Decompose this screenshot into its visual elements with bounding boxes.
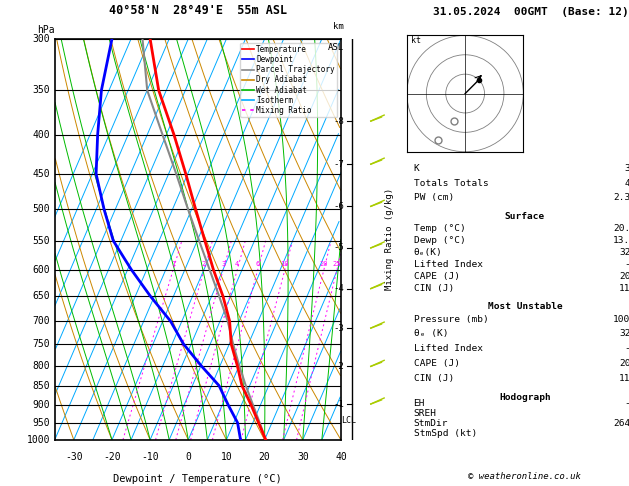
Text: 2.38: 2.38 [613, 193, 629, 202]
Text: -5: -5 [333, 243, 344, 252]
Text: Lifted Index: Lifted Index [413, 260, 482, 269]
Text: -3: -3 [333, 324, 344, 332]
Text: -2: -2 [333, 362, 344, 371]
Text: kt: kt [411, 36, 421, 45]
Text: 321: 321 [619, 248, 629, 257]
Text: 112: 112 [619, 284, 629, 293]
Text: CIN (J): CIN (J) [413, 284, 454, 293]
Text: Most Unstable: Most Unstable [487, 302, 562, 311]
Text: 850: 850 [33, 381, 50, 391]
Text: 550: 550 [33, 236, 50, 246]
Text: -8: -8 [333, 117, 344, 125]
Text: -4: -4 [333, 284, 344, 293]
Text: -7: -7 [333, 159, 344, 169]
Text: 10: 10 [221, 452, 232, 462]
Text: 2: 2 [202, 260, 206, 266]
Text: 650: 650 [33, 292, 50, 301]
Text: 500: 500 [33, 204, 50, 214]
Text: 20: 20 [259, 452, 270, 462]
Text: K: K [413, 164, 420, 173]
Text: -30: -30 [65, 452, 82, 462]
Text: StmSpd (kt): StmSpd (kt) [413, 429, 477, 438]
Text: 20: 20 [320, 260, 328, 266]
Text: 3: 3 [221, 260, 225, 266]
Text: 350: 350 [33, 85, 50, 95]
Text: 600: 600 [33, 265, 50, 275]
Text: 25: 25 [333, 260, 341, 266]
Legend: Temperature, Dewpoint, Parcel Trajectory, Dry Adiabat, Wet Adiabat, Isotherm, Mi: Temperature, Dewpoint, Parcel Trajectory… [240, 43, 337, 117]
Text: StmDir: StmDir [413, 419, 448, 428]
Text: 200: 200 [619, 272, 629, 281]
Text: θₑ (K): θₑ (K) [413, 330, 448, 338]
Text: 20.3: 20.3 [613, 224, 629, 233]
Text: -0: -0 [625, 260, 629, 269]
Text: -2: -2 [625, 399, 629, 409]
Text: km: km [333, 22, 344, 31]
Text: 1000: 1000 [27, 435, 50, 445]
Text: EH: EH [413, 399, 425, 409]
Text: PW (cm): PW (cm) [413, 193, 454, 202]
Text: 30: 30 [625, 164, 629, 173]
Text: 48: 48 [625, 179, 629, 188]
Text: 112: 112 [619, 374, 629, 382]
Text: CIN (J): CIN (J) [413, 374, 454, 382]
Text: 900: 900 [33, 400, 50, 410]
Text: Pressure (mb): Pressure (mb) [413, 314, 488, 324]
Text: 450: 450 [33, 169, 50, 179]
Text: 0: 0 [186, 452, 191, 462]
Text: θₑ(K): θₑ(K) [413, 248, 442, 257]
Text: 40: 40 [335, 452, 347, 462]
Text: Mixing Ratio (g/kg): Mixing Ratio (g/kg) [385, 188, 394, 291]
Text: -10: -10 [142, 452, 159, 462]
Text: 750: 750 [33, 339, 50, 349]
Text: 264°: 264° [613, 419, 629, 428]
Text: Lifted Index: Lifted Index [413, 344, 482, 353]
Text: 1: 1 [171, 260, 175, 266]
Text: 400: 400 [33, 130, 50, 139]
Text: © weatheronline.co.uk: © weatheronline.co.uk [469, 472, 581, 481]
Text: 800: 800 [33, 361, 50, 370]
Text: Dewpoint / Temperature (°C): Dewpoint / Temperature (°C) [113, 474, 282, 484]
Text: hPa: hPa [38, 25, 55, 35]
Text: Temp (°C): Temp (°C) [413, 224, 465, 233]
Text: ASL: ASL [328, 43, 344, 52]
Text: 6: 6 [255, 260, 260, 266]
Text: Dewp (°C): Dewp (°C) [413, 236, 465, 245]
Text: 30: 30 [297, 452, 309, 462]
Text: 13.7: 13.7 [613, 236, 629, 245]
Text: Surface: Surface [505, 212, 545, 221]
Text: LCL: LCL [342, 416, 357, 425]
Text: 950: 950 [33, 418, 50, 428]
Text: 10: 10 [281, 260, 289, 266]
Text: 31.05.2024  00GMT  (Base: 12): 31.05.2024 00GMT (Base: 12) [433, 7, 629, 17]
Text: CAPE (J): CAPE (J) [413, 359, 460, 368]
Text: Hodograph: Hodograph [499, 393, 551, 402]
Text: 4: 4 [235, 260, 240, 266]
Text: 321: 321 [619, 330, 629, 338]
Text: 40°58'N  28°49'E  55m ASL: 40°58'N 28°49'E 55m ASL [109, 4, 287, 17]
Text: SREH: SREH [413, 409, 437, 418]
Text: 700: 700 [33, 316, 50, 326]
Text: Totals Totals: Totals Totals [413, 179, 488, 188]
Text: 200: 200 [619, 359, 629, 368]
Text: CAPE (J): CAPE (J) [413, 272, 460, 281]
Text: -20: -20 [103, 452, 121, 462]
Text: -0: -0 [625, 344, 629, 353]
Text: -1: -1 [333, 399, 344, 409]
Text: -6: -6 [333, 202, 344, 211]
Text: 1005: 1005 [613, 314, 629, 324]
Text: 300: 300 [33, 34, 50, 44]
